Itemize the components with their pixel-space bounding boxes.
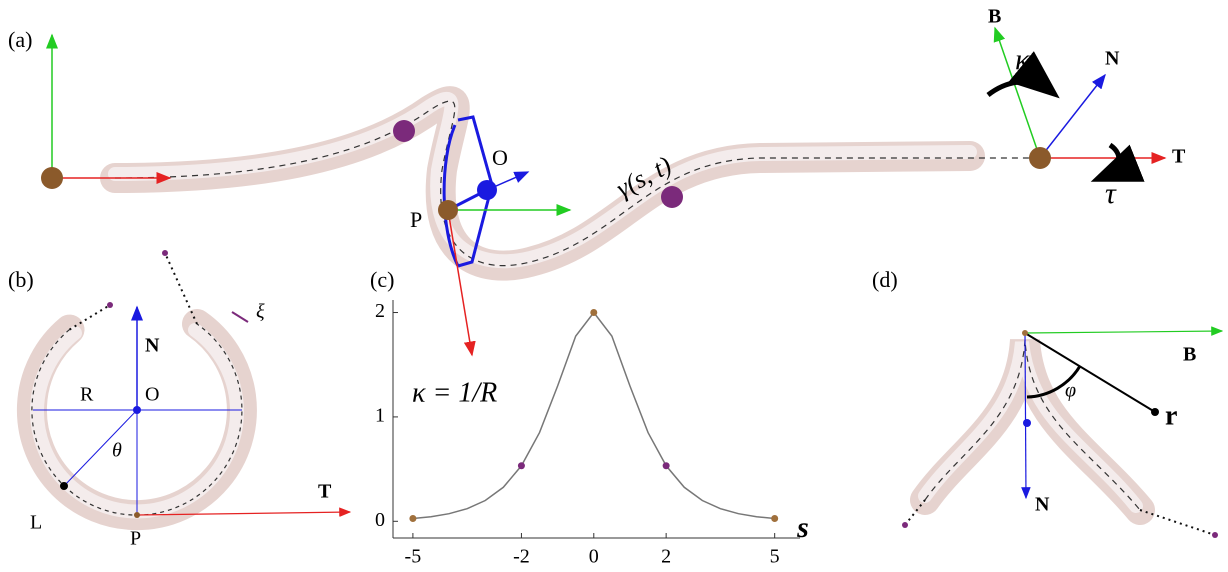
- label: φ: [1065, 380, 1076, 402]
- label: N: [1035, 494, 1050, 516]
- label: P: [130, 528, 141, 550]
- y-tick-label: 1: [375, 405, 385, 427]
- bead: [661, 186, 683, 208]
- label: N: [1105, 48, 1120, 70]
- label: ξ: [256, 301, 265, 323]
- radius-line: [63, 409, 138, 487]
- filament: [100, 86, 985, 281]
- position-line: [1024, 332, 1156, 413]
- end-point: [902, 522, 908, 528]
- panel-d: (d) B φ r N: [872, 267, 1224, 538]
- point: [134, 512, 140, 518]
- extension: [68, 252, 198, 331]
- bead: [41, 167, 63, 189]
- point: [771, 514, 779, 522]
- normal-arrow: [1021, 332, 1031, 500]
- panel-a: (a) B κ N T τ O P γ(s, t): [8, 6, 1186, 357]
- curvature-arrow: [986, 51, 1060, 99]
- curve: [412, 311, 775, 520]
- point: [517, 462, 525, 470]
- label: O: [492, 145, 508, 170]
- label: κ: [1015, 43, 1030, 76]
- extension: [904, 499, 1216, 536]
- annotation: κ = 1/R: [412, 377, 497, 408]
- x-axis-label: s: [796, 511, 809, 544]
- y-tick-label: 2: [375, 300, 385, 322]
- center-point: [477, 180, 497, 200]
- torsion-arrow: [1090, 142, 1145, 182]
- label: B: [988, 6, 1001, 28]
- label: P: [410, 207, 422, 232]
- thickness-bar: [231, 311, 249, 323]
- x-tick-label: 5: [770, 546, 780, 568]
- end-point: [107, 302, 113, 308]
- filament-highlight: [108, 91, 977, 269]
- bead: [393, 120, 415, 142]
- normal-arrow: [1039, 73, 1106, 159]
- end-point: [162, 250, 168, 256]
- label: L: [30, 512, 42, 534]
- label: B: [1183, 344, 1196, 366]
- label: N: [145, 335, 160, 357]
- label: R: [80, 384, 94, 406]
- label: τ: [1105, 177, 1117, 210]
- binormal-arrow: [1024, 326, 1224, 336]
- x-tick-label: -2: [513, 546, 530, 568]
- centerline: [31, 323, 243, 516]
- point: [1023, 419, 1031, 427]
- panel-label: (d): [872, 267, 898, 292]
- panel-label: (a): [8, 27, 32, 52]
- label: T: [318, 481, 332, 503]
- point: [60, 482, 68, 490]
- point: [1151, 408, 1159, 416]
- tangent-arrow: [136, 507, 352, 517]
- axis-arrow: [447, 209, 476, 357]
- label: r: [1165, 400, 1177, 431]
- x-tick-label: 2: [661, 546, 671, 568]
- point: [1022, 330, 1028, 336]
- point: [662, 462, 670, 470]
- point: [409, 514, 417, 522]
- angle-arc: [1026, 365, 1082, 399]
- panel-c: (c) -5 -2 0 2 5 0 1 2 s κ = 1/R: [370, 267, 809, 568]
- y-tick-label: 0: [375, 509, 385, 531]
- point: [590, 309, 598, 317]
- panel-label: (b): [8, 267, 34, 292]
- x-tick-label: 0: [589, 546, 599, 568]
- label: O: [145, 384, 159, 406]
- centerline: [114, 100, 1040, 267]
- x-tick-label: -5: [405, 546, 422, 568]
- center-point: [133, 406, 141, 414]
- end-point: [1212, 532, 1218, 538]
- bead: [438, 200, 458, 220]
- ring-highlight: [30, 323, 244, 519]
- label: T: [1172, 146, 1186, 168]
- bead: [1029, 147, 1051, 169]
- label: θ: [112, 440, 122, 462]
- panel-label: (c): [370, 267, 394, 292]
- panel-b: (b) ξ N R O θ L P T: [8, 250, 352, 550]
